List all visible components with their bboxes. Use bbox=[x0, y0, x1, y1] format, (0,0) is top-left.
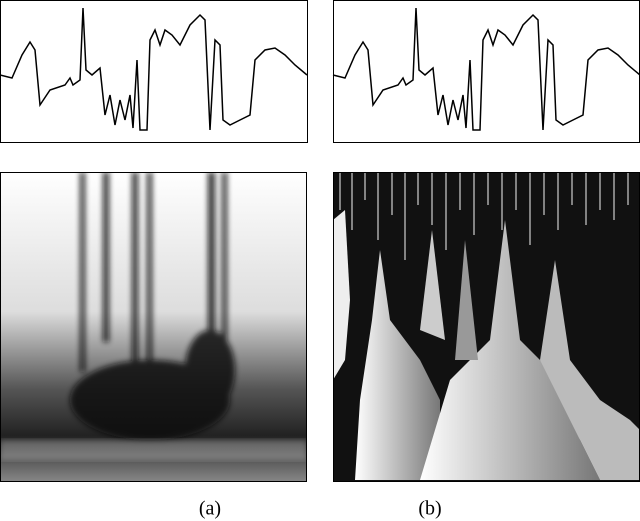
signal-plot-a bbox=[0, 0, 308, 143]
scalogram-frame bbox=[0, 172, 307, 482]
caption-a: (a) bbox=[199, 498, 221, 520]
scalogram-phase bbox=[333, 172, 640, 482]
caption-b: (b) bbox=[418, 498, 441, 520]
signal-plot-b bbox=[332, 0, 640, 143]
scalogram-magnitude bbox=[0, 172, 307, 482]
